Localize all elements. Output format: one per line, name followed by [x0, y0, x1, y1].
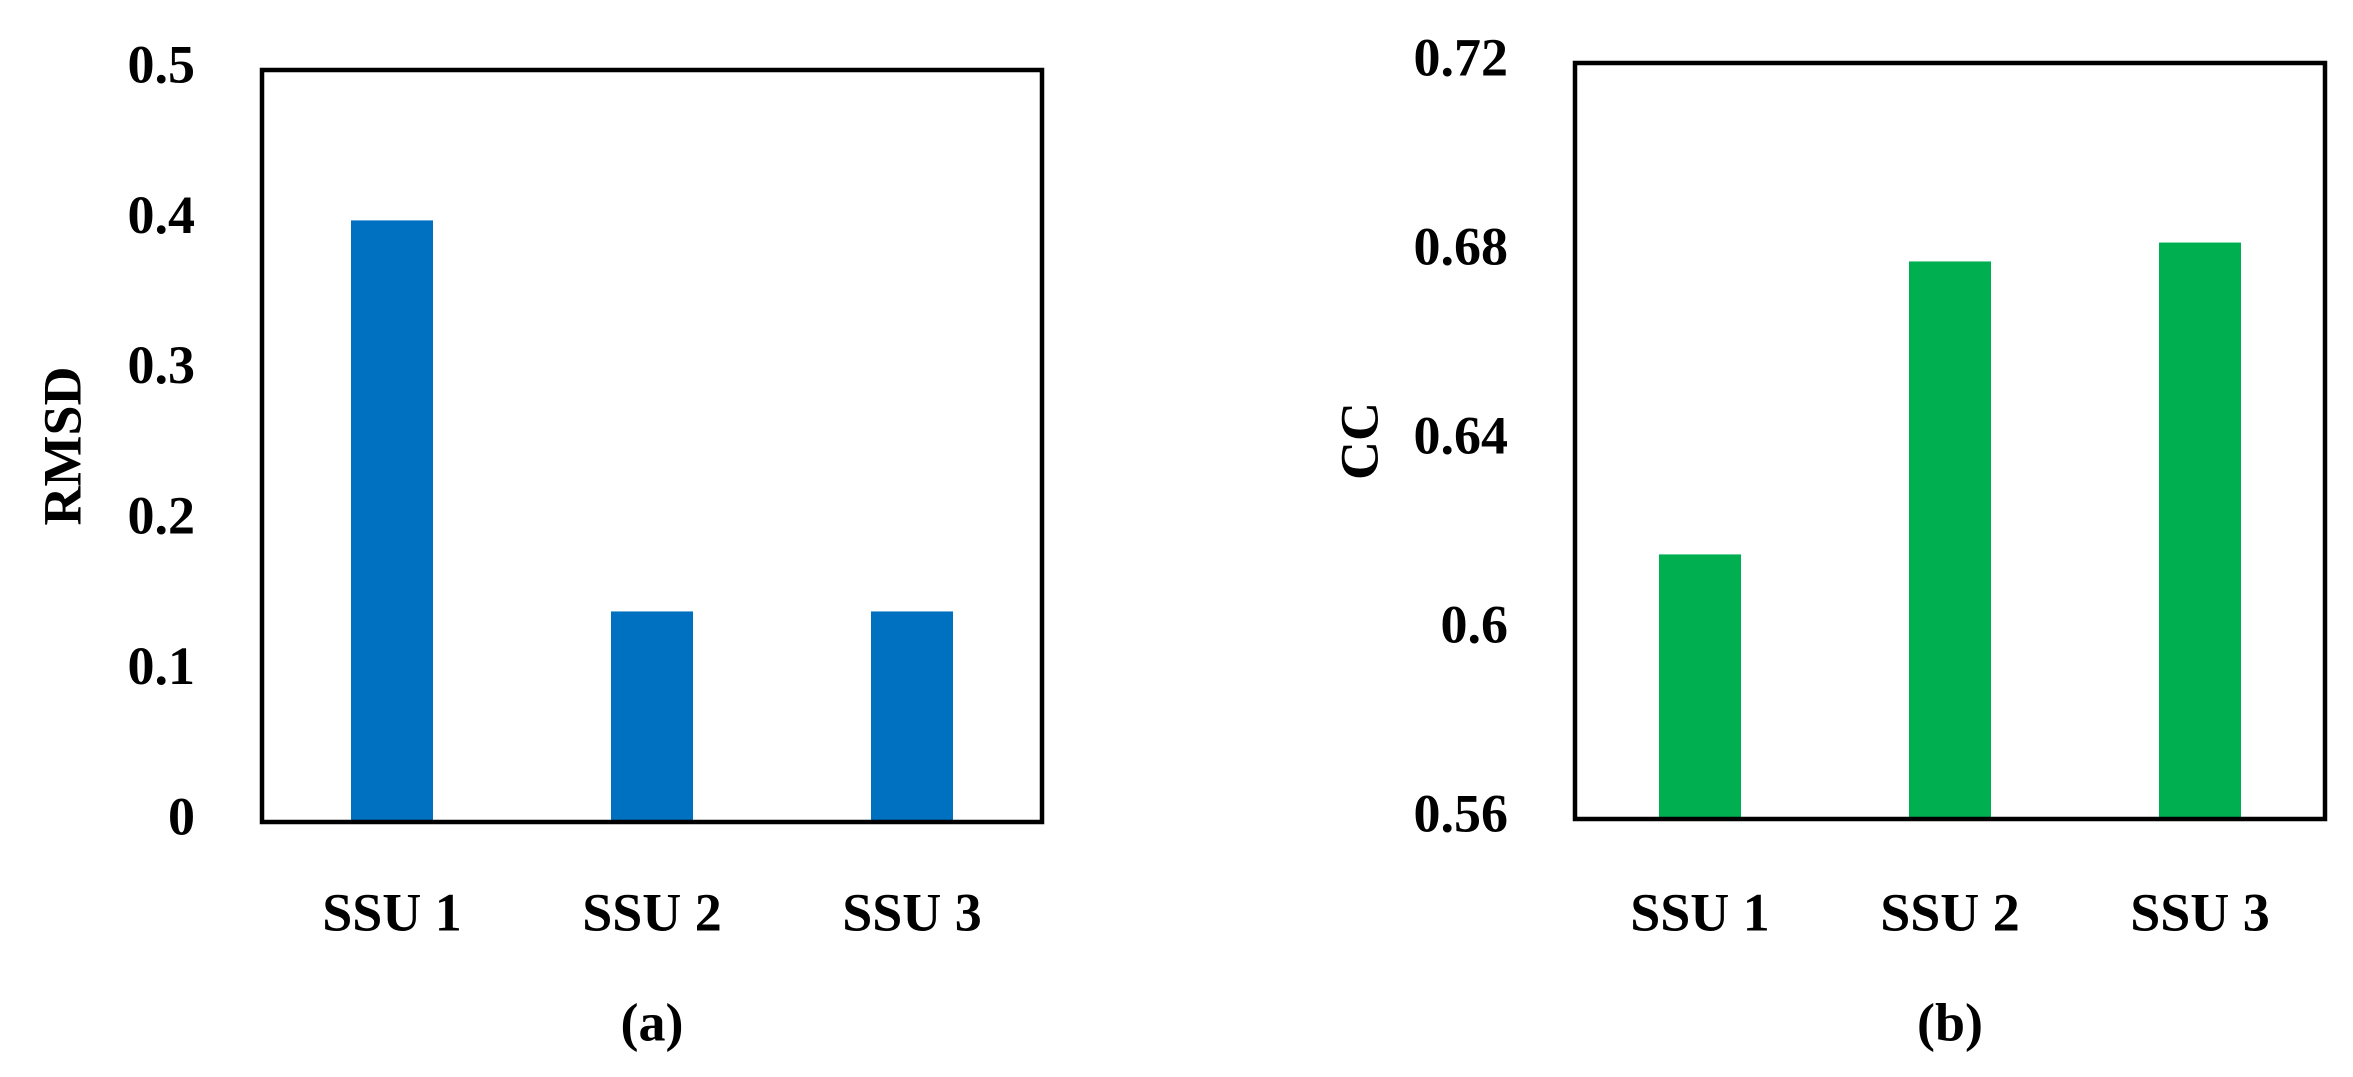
- y-tick-label: 0.3: [128, 335, 196, 395]
- x-tick-label: SSU 2: [582, 882, 722, 942]
- x-tick-label: SSU 2: [1880, 882, 2020, 942]
- plot-frame: [259, 67, 1045, 825]
- y-axis-label: CC: [1329, 402, 1389, 480]
- y-tick-label: 0: [168, 786, 195, 846]
- panel-label: (b): [1917, 992, 1983, 1052]
- y-tick-label: 0.68: [1414, 216, 1509, 276]
- x-tick-label: SSU 3: [842, 882, 982, 942]
- bar: [1909, 261, 1991, 819]
- y-tick-label: 0.6: [1441, 594, 1509, 654]
- bar: [351, 220, 433, 822]
- x-tick-label: SSU 1: [322, 882, 462, 942]
- panel-label: (a): [621, 992, 684, 1052]
- bar: [611, 611, 693, 822]
- x-tick-label: SSU 3: [2130, 882, 2270, 942]
- y-tick-label: 0.5: [128, 34, 196, 94]
- bar: [871, 611, 953, 822]
- bar: [2159, 242, 2241, 820]
- y-axis-label: RMSD: [32, 367, 92, 526]
- y-tick-label: 0.56: [1414, 783, 1509, 843]
- bar: [1659, 554, 1741, 819]
- plot-frame: [1572, 60, 2328, 822]
- y-tick-label: 0.72: [1414, 27, 1509, 87]
- y-tick-label: 0.1: [128, 636, 196, 696]
- y-tick-label: 0.4: [128, 185, 196, 245]
- y-tick-label: 0.64: [1414, 405, 1509, 465]
- x-tick-label: SSU 1: [1630, 882, 1770, 942]
- y-tick-label: 0.2: [128, 486, 196, 546]
